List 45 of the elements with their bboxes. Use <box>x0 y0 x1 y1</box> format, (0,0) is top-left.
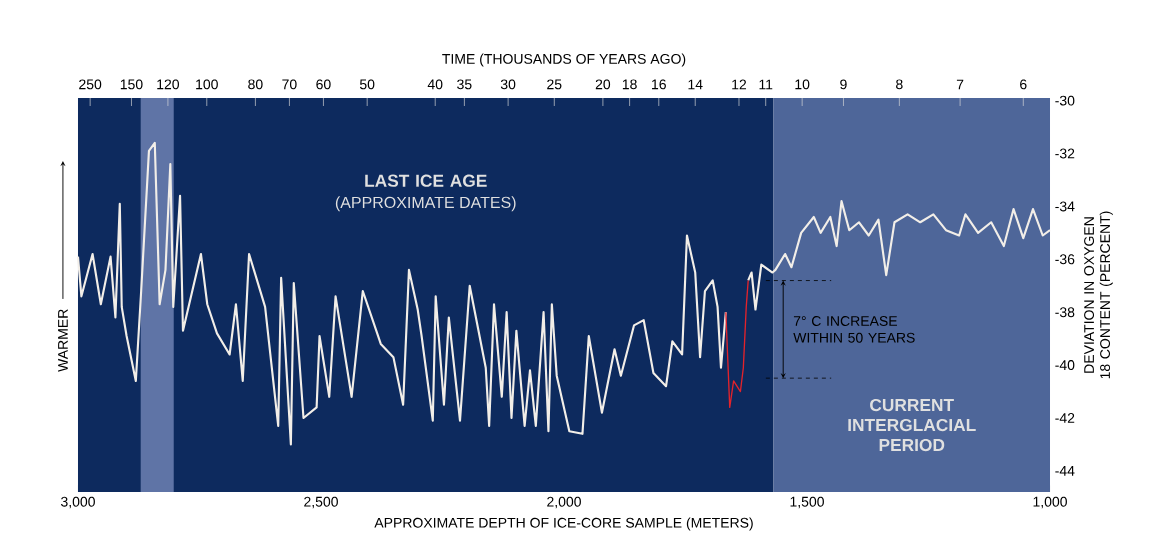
text: 9 <box>840 79 847 90</box>
text: 70 <box>282 79 297 90</box>
text: 11 <box>759 79 773 90</box>
text: 12 <box>732 79 747 90</box>
y-tick-label: -40 <box>1055 360 1075 371</box>
y-tick-label: -42 <box>1055 413 1075 423</box>
x-tick-label: 3,000 <box>60 496 95 509</box>
band-label: CURRENT INTERGLACIAL PERIOD <box>848 398 976 452</box>
x-axis-title: APPROXIMATE DEPTH OF ICE-CORE SAMPLE (METERS) <box>374 517 753 531</box>
annotation: 7° C INCREASE WITHIN 50 YEARS <box>793 316 915 343</box>
text: 8 <box>896 79 903 90</box>
text: 80 <box>248 79 263 90</box>
text: 6 <box>1020 79 1027 90</box>
text: 30 <box>500 79 516 90</box>
chart-title: TIME (THOUSANDS OF YEARS AGO) <box>442 53 686 67</box>
y-tick-label: -38 <box>1055 307 1075 318</box>
text: 20 <box>595 79 611 90</box>
text: 40 <box>427 79 443 90</box>
annotation: (APPROXIMATE DATES) <box>335 196 516 212</box>
text: 16 <box>652 79 666 90</box>
text: 14 <box>688 79 703 90</box>
y-tick-label: -36 <box>1055 254 1075 265</box>
text: 250 <box>79 79 102 90</box>
x-tick-label: 1,000 <box>1033 496 1067 509</box>
text: 7 <box>956 79 964 90</box>
text: 50 <box>359 79 375 90</box>
line-series <box>725 279 749 409</box>
x-tick-label: 2,500 <box>304 496 338 509</box>
y-tick-label: -44 <box>1055 466 1075 476</box>
text: 35 <box>457 79 472 90</box>
text: 150 <box>120 79 143 90</box>
band-label: LAST ICE AGE <box>365 174 487 187</box>
x-tick-label: 1,500 <box>790 496 824 509</box>
text: 60 <box>316 79 331 90</box>
x-tick-label: 2,000 <box>547 496 581 509</box>
y-tick-label: -34 <box>1055 201 1075 212</box>
text: WARMER <box>58 309 68 372</box>
text: 25 <box>547 79 562 90</box>
text: 10 <box>795 79 810 90</box>
text: 18 <box>622 79 637 90</box>
y-axis-title: DEVIATION IN OXYGEN 18 CONTENT (PERCENT) <box>1084 211 1113 379</box>
text: 100 <box>196 79 218 90</box>
text: 120 <box>157 79 180 90</box>
y-tick-label: -30 <box>1055 95 1075 106</box>
y-tick-label: -32 <box>1055 148 1075 159</box>
